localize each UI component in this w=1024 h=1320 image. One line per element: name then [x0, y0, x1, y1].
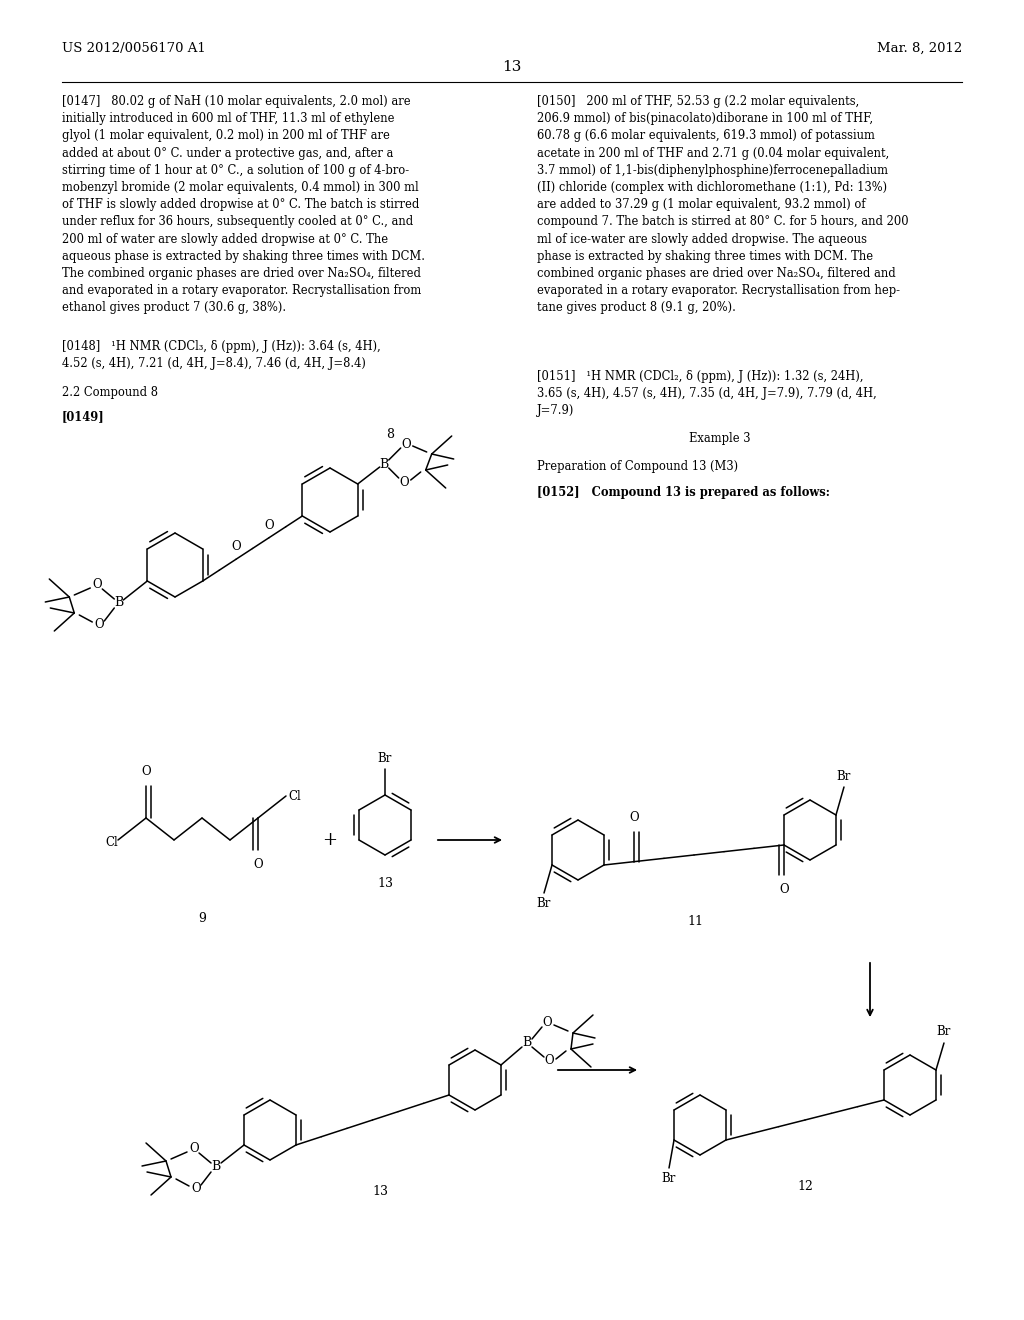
Text: O: O: [544, 1055, 554, 1068]
Text: Br: Br: [378, 752, 392, 766]
Text: [0148]   ¹H NMR (CDCl₃, δ (ppm), J (Hz)): 3.64 (s, 4H),
4.52 (s, 4H), 7.21 (d, 4: [0148] ¹H NMR (CDCl₃, δ (ppm), J (Hz)): …: [62, 341, 381, 370]
Text: B: B: [379, 458, 388, 470]
Text: O: O: [94, 619, 104, 631]
Text: Mar. 8, 2012: Mar. 8, 2012: [877, 42, 962, 55]
Text: 13: 13: [377, 876, 393, 890]
Text: O: O: [253, 858, 263, 871]
Text: O: O: [191, 1183, 201, 1196]
Text: O: O: [231, 540, 241, 553]
Text: 11: 11: [687, 915, 703, 928]
Text: B: B: [115, 597, 124, 610]
Text: 12: 12: [797, 1180, 813, 1193]
Text: 2.2 Compound 8: 2.2 Compound 8: [62, 385, 158, 399]
Text: 13: 13: [503, 59, 521, 74]
Text: B: B: [522, 1036, 531, 1049]
Text: Example 3: Example 3: [689, 432, 751, 445]
Text: O: O: [779, 883, 788, 896]
Text: [0152]   Compound 13 is prepared as follows:: [0152] Compound 13 is prepared as follow…: [537, 486, 830, 499]
Text: [0150]   200 ml of THF, 52.53 g (2.2 molar equivalents,
206.9 mmol) of bis(pinac: [0150] 200 ml of THF, 52.53 g (2.2 molar…: [537, 95, 908, 314]
Text: O: O: [92, 578, 102, 591]
Text: [0149]: [0149]: [62, 411, 104, 422]
Text: +: +: [323, 832, 338, 849]
Text: Cl: Cl: [105, 836, 118, 849]
Text: [0147]   80.02 g of NaH (10 molar equivalents, 2.0 mol) are
initially introduced: [0147] 80.02 g of NaH (10 molar equivale…: [62, 95, 425, 314]
Text: O: O: [629, 810, 639, 824]
Text: Br: Br: [937, 1026, 951, 1038]
Text: Cl: Cl: [288, 789, 301, 803]
Text: O: O: [189, 1143, 199, 1155]
Text: Br: Br: [837, 770, 851, 783]
Text: B: B: [211, 1160, 220, 1173]
Text: [0151]   ¹H NMR (CDCl₂, δ (ppm), J (Hz)): 1.32 (s, 24H),
3.65 (s, 4H), 4.57 (s, : [0151] ¹H NMR (CDCl₂, δ (ppm), J (Hz)): …: [537, 370, 877, 417]
Text: O: O: [542, 1016, 552, 1030]
Text: Preparation of Compound 13 (M3): Preparation of Compound 13 (M3): [537, 459, 738, 473]
Text: Br: Br: [662, 1172, 676, 1185]
Text: US 2012/0056170 A1: US 2012/0056170 A1: [62, 42, 206, 55]
Text: 9: 9: [198, 912, 206, 925]
Text: O: O: [399, 475, 409, 488]
Text: O: O: [141, 766, 151, 777]
Text: 8: 8: [386, 428, 394, 441]
Text: O: O: [401, 437, 411, 450]
Text: Br: Br: [537, 898, 551, 909]
Text: O: O: [264, 519, 273, 532]
Text: 13: 13: [372, 1185, 388, 1199]
